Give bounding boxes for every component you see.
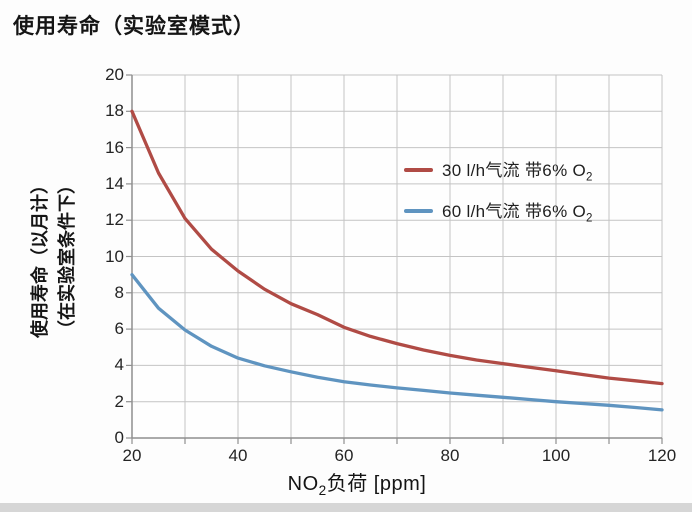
legend-label: 30 l/h气流 带6% O2 (442, 161, 593, 184)
y-tick-label: 16 (105, 137, 124, 157)
y-tick-label: 4 (114, 355, 124, 375)
y-tick-label: 10 (105, 246, 124, 266)
x-tick-label: 100 (541, 446, 571, 465)
legend-swatch (404, 209, 433, 214)
legend-item-30lh: 30 l/h气流 带6% O2 (404, 156, 593, 183)
legend-item-60lh: 60 l/h气流 带6% O2 (404, 197, 593, 225)
legend: 30 l/h气流 带6% O2 60 l/h气流 带6% O2 (404, 156, 593, 239)
y-tick-label: 20 (105, 65, 124, 84)
x-tick-label: 20 (122, 446, 142, 465)
plot-area: 30 l/h气流 带6% O2 60 l/h气流 带6% O2 (126, 74, 664, 444)
x-axis-title: NO2负荷 [ppm] (287, 473, 427, 498)
x-tick-label: 80 (440, 446, 460, 465)
y-tick-label: 2 (114, 391, 124, 411)
y-tick-label: 18 (105, 101, 124, 121)
plot-svg (126, 74, 664, 444)
x-tick-label: 120 (647, 446, 677, 465)
x-tick-label: 40 (228, 446, 248, 465)
legend-label: 60 l/h气流 带6% O2 (442, 202, 593, 225)
bottom-strip (0, 503, 692, 512)
chart-title: 使用寿命（实验室模式） (13, 15, 255, 38)
legend-swatch (404, 167, 433, 172)
y-tick-label: 14 (105, 173, 124, 193)
y-tick-label: 0 (114, 428, 124, 447)
series-line-60lh (130, 273, 664, 412)
y-axis-title: 使用寿命（以月计） （在实验室条件下） (27, 176, 81, 338)
y-axis-title-line1: 使用寿命（以月计） (30, 176, 50, 338)
x-tick-label: 60 (334, 446, 354, 465)
y-tick-label: 12 (105, 210, 124, 230)
series-line-30lh (130, 109, 664, 386)
y-tick-label: 6 (114, 319, 124, 339)
y-tick-label: 8 (114, 282, 124, 302)
y-axis-title-line2: （在实验室条件下） (57, 176, 77, 338)
